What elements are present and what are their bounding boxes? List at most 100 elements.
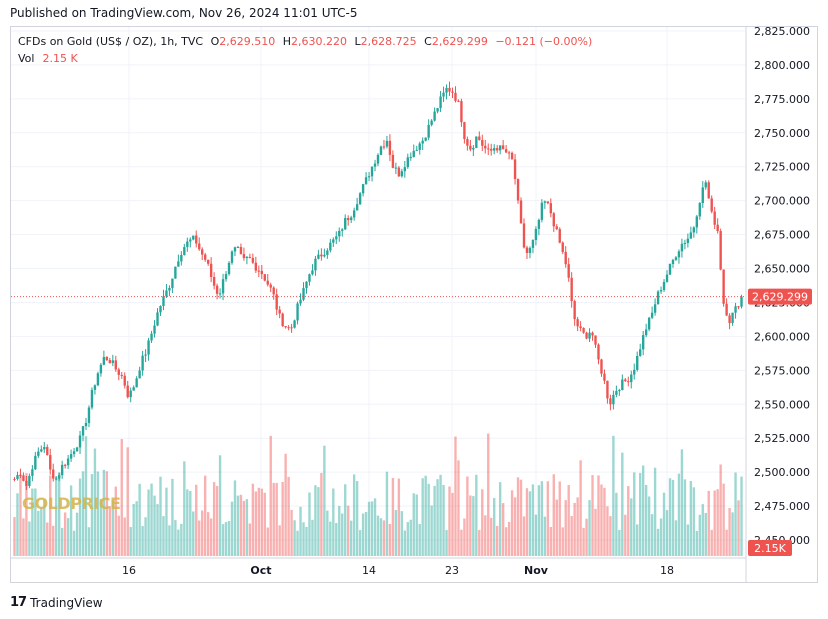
volume-bar bbox=[13, 517, 16, 556]
volume-bar bbox=[448, 486, 451, 556]
candle-body bbox=[653, 304, 657, 313]
volume-bar bbox=[481, 489, 484, 556]
candle-body bbox=[656, 291, 660, 305]
candle-body bbox=[305, 281, 308, 289]
candle-body bbox=[245, 256, 249, 259]
volume-bar bbox=[156, 504, 159, 556]
volume-bar bbox=[311, 519, 314, 556]
y-tick-label: 2,525.000 bbox=[754, 432, 810, 445]
volume-bar bbox=[227, 521, 231, 556]
candle-body bbox=[201, 249, 204, 255]
volume-bar bbox=[710, 529, 713, 556]
volume-bar bbox=[606, 506, 609, 556]
volume-bar bbox=[540, 481, 544, 556]
candle-body bbox=[224, 274, 228, 280]
open-value: 2,629.510 bbox=[219, 35, 276, 48]
candle-body bbox=[662, 281, 666, 291]
candle-body bbox=[490, 148, 493, 151]
volume-bar bbox=[212, 482, 216, 556]
candle-body bbox=[671, 259, 675, 264]
volume-bar bbox=[457, 460, 460, 556]
candle-body bbox=[701, 187, 704, 204]
volume-bar bbox=[513, 497, 517, 556]
candle-body bbox=[695, 216, 699, 228]
volume-tag-label: 2.15K bbox=[754, 542, 786, 555]
candle-body bbox=[144, 354, 147, 356]
candle-body bbox=[636, 355, 639, 370]
x-tick-label: Oct bbox=[250, 564, 271, 577]
footer-brand[interactable]: 17 TradingView bbox=[10, 595, 103, 610]
candle-body bbox=[397, 167, 401, 177]
volume-bar bbox=[460, 529, 463, 556]
tradingview-logo-icon: 17 bbox=[10, 595, 27, 610]
candle-body bbox=[209, 263, 213, 278]
volume-bar bbox=[75, 512, 79, 556]
volume-bar bbox=[385, 471, 389, 556]
volume-bar bbox=[132, 503, 135, 556]
volume-bar bbox=[564, 500, 567, 556]
volume-bar bbox=[412, 493, 415, 556]
volume-bar bbox=[165, 487, 168, 556]
volume-bar bbox=[323, 445, 326, 556]
candle-body bbox=[418, 143, 421, 150]
candle-body bbox=[644, 329, 648, 336]
candle-body bbox=[376, 154, 380, 164]
candle-body bbox=[308, 274, 311, 282]
candle-body bbox=[591, 332, 594, 336]
volume-bar bbox=[52, 525, 55, 556]
candle-body bbox=[117, 369, 120, 375]
volume-bar bbox=[22, 518, 25, 556]
volume-bar bbox=[248, 523, 252, 556]
candle-body bbox=[275, 294, 278, 310]
volume-bar bbox=[662, 492, 666, 556]
candle-body bbox=[409, 156, 412, 158]
candle-body bbox=[183, 247, 186, 255]
chart-frame[interactable] bbox=[10, 26, 818, 583]
volume-bar bbox=[141, 525, 144, 556]
candle-body bbox=[314, 258, 317, 271]
candle-body bbox=[534, 228, 538, 240]
candle-body bbox=[251, 257, 255, 263]
volume-legend: Vol 2.15 K bbox=[18, 52, 78, 65]
candle-body bbox=[725, 303, 728, 316]
volume-bar bbox=[352, 474, 356, 556]
volume-bar bbox=[239, 494, 243, 556]
candle-body bbox=[460, 101, 463, 123]
volume-bar bbox=[296, 530, 299, 556]
volume-bar bbox=[60, 527, 64, 556]
change-value: −0.121 (−0.00%) bbox=[495, 35, 593, 48]
volume-bar bbox=[388, 523, 392, 556]
volume-bar bbox=[373, 498, 377, 556]
candle-body bbox=[174, 266, 177, 279]
volume-bar bbox=[242, 500, 246, 556]
candle-body bbox=[716, 224, 719, 232]
volume-bar bbox=[203, 475, 207, 556]
volume-bar bbox=[117, 515, 120, 556]
volume-value: 2.15 K bbox=[42, 52, 78, 65]
volume-bar bbox=[507, 521, 511, 556]
volume-bar bbox=[728, 507, 731, 556]
candle-body bbox=[677, 251, 681, 258]
volume-bar bbox=[427, 483, 430, 556]
volume-bar bbox=[740, 476, 743, 556]
candle-body bbox=[436, 108, 439, 112]
candle-body bbox=[430, 120, 433, 125]
volume-bar bbox=[299, 506, 302, 556]
candle-body bbox=[588, 332, 591, 339]
candle-body bbox=[385, 140, 389, 147]
candle-body bbox=[13, 478, 16, 480]
candle-body bbox=[466, 139, 469, 146]
volume-bar bbox=[49, 475, 52, 556]
volume-label: Vol bbox=[18, 52, 35, 65]
volume-bar bbox=[201, 510, 204, 556]
candle-body bbox=[412, 150, 415, 157]
volume-bar bbox=[96, 471, 100, 556]
candle-body bbox=[582, 328, 585, 333]
candle-body bbox=[28, 475, 31, 486]
volume-bar bbox=[209, 518, 213, 556]
volume-bar bbox=[150, 483, 153, 556]
volume-bar bbox=[510, 490, 514, 556]
volume-bar bbox=[570, 516, 573, 556]
candle-body bbox=[722, 269, 725, 304]
